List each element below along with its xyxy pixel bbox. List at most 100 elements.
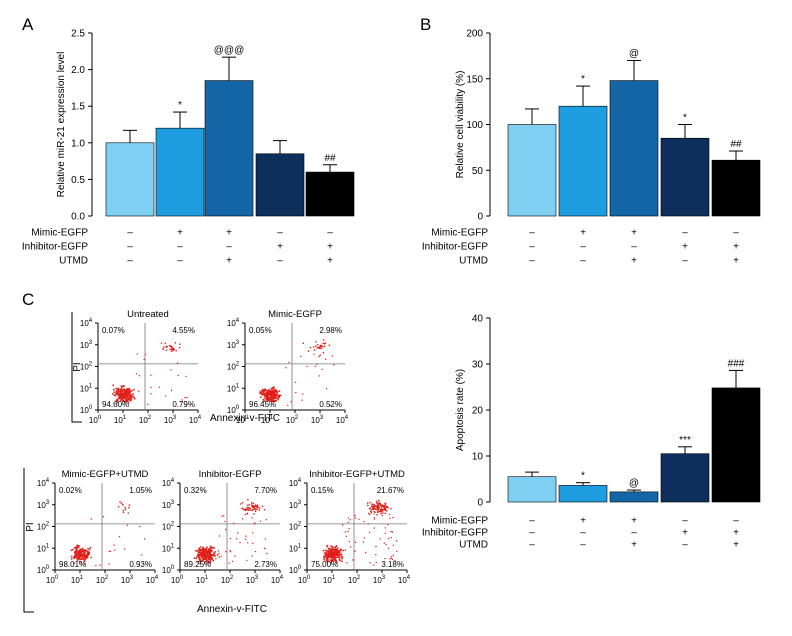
- flow-dot: [178, 347, 181, 349]
- flow-dot: [375, 561, 377, 564]
- flow-dot: [200, 560, 203, 562]
- flow-dot: [322, 342, 325, 345]
- flow-dot: [373, 504, 375, 507]
- flow-dot: [85, 557, 88, 559]
- flow-dot: [384, 532, 386, 534]
- condition-sign: –: [529, 540, 535, 551]
- flow-dot: [165, 349, 168, 351]
- flow-dot: [373, 564, 375, 566]
- flow-dot: [129, 391, 132, 393]
- condition-row-label: Inhibitor-EGFP: [22, 242, 88, 253]
- flow-dot: [255, 508, 257, 511]
- flow-y-tick-label: 100: [80, 405, 93, 415]
- flow-dot: [384, 502, 387, 505]
- flow-x-tick-exponent: 1: [270, 415, 274, 421]
- flow-dot: [320, 344, 323, 347]
- flow-dot: [387, 537, 390, 540]
- flow-dot: [270, 390, 273, 392]
- flow-plot: Mimic-EGFP100100101101102102103103104104…: [227, 309, 349, 425]
- flow-dot: [186, 396, 188, 399]
- flow-dot: [78, 546, 80, 548]
- flow-dot: [206, 546, 208, 549]
- flow-dot: [250, 501, 253, 504]
- flow-dot: [122, 394, 125, 396]
- flow-dot: [73, 556, 76, 558]
- flow-dot: [87, 547, 89, 550]
- flow-dot: [263, 508, 266, 511]
- flow-dot: [206, 555, 208, 558]
- flow-x-tick-exponent: 0: [307, 575, 311, 581]
- flow-dot: [199, 560, 202, 563]
- bar: [558, 485, 608, 503]
- flow-dot: [326, 545, 328, 548]
- flow-dot: [144, 353, 146, 355]
- flow-dot: [336, 549, 339, 552]
- flow-dot: [206, 559, 209, 562]
- flow-dot: [87, 554, 90, 556]
- flow-dot: [295, 392, 297, 394]
- flow-dot: [379, 538, 381, 540]
- flow-dot: [135, 373, 138, 375]
- flow-x-tick-label: 104: [336, 415, 349, 425]
- significance-mark: ##: [730, 139, 742, 150]
- flow-dot: [168, 344, 171, 347]
- flow-dot: [263, 400, 266, 402]
- flow-dot: [322, 549, 325, 552]
- flow-dot: [246, 559, 248, 562]
- flow-dot: [376, 504, 379, 507]
- flow-dot: [224, 528, 227, 531]
- flow-dot: [197, 554, 200, 557]
- flow-plot: Mimic-EGFP+UTMD1001001011011021021031031…: [37, 469, 159, 585]
- flow-dot: [210, 547, 213, 550]
- flow-dot: [122, 511, 125, 514]
- flow-dot: [278, 394, 281, 397]
- flow-dot: [391, 558, 394, 561]
- flow-dot: [128, 504, 131, 506]
- condition-sign: +: [631, 516, 637, 527]
- flow-dot: [75, 548, 78, 551]
- flow-y-tick-label: 103: [162, 500, 175, 510]
- flow-dot: [344, 531, 346, 533]
- flow-dot: [95, 564, 97, 567]
- flow-dot: [119, 501, 121, 503]
- flow-dot: [199, 558, 202, 561]
- flow-dot: [88, 548, 91, 551]
- flow-dot: [330, 561, 333, 564]
- flow-dot: [158, 386, 161, 388]
- flow-dot: [120, 390, 123, 392]
- flow-dot: [347, 530, 349, 533]
- flow-y-tick-label: 100: [37, 565, 50, 575]
- flow-dot: [231, 560, 234, 563]
- flow-dot: [323, 558, 326, 561]
- condition-sign: –: [529, 528, 535, 539]
- flow-dot: [377, 499, 380, 502]
- flow-dot: [366, 502, 369, 504]
- flow-plot-title: Mimic-EGFP+UTMD: [62, 469, 149, 480]
- flow-y-tick-label: 102: [162, 522, 175, 532]
- flow-dot: [334, 556, 337, 559]
- condition-sign: +: [327, 256, 333, 267]
- flow-dot: [322, 339, 325, 341]
- flow-dot: [278, 390, 281, 393]
- flow-dot: [241, 507, 243, 510]
- flow-dot: [228, 562, 230, 564]
- flow-y-tick-label: 104: [80, 318, 93, 328]
- flow-dot: [195, 557, 198, 560]
- flow-dot: [122, 384, 125, 387]
- flow-dot: [139, 525, 141, 528]
- bar: [609, 80, 659, 217]
- flow-dot: [211, 557, 214, 559]
- quadrant-percent: 94.60%: [102, 400, 129, 409]
- flow-dot: [370, 508, 373, 511]
- flow-dot: [376, 511, 379, 513]
- flow-dot: [326, 555, 329, 558]
- flow-dot: [337, 556, 340, 559]
- flow-dot: [373, 513, 375, 515]
- flow-y-tick-exponent: 2: [298, 522, 302, 528]
- flow-dot: [128, 396, 131, 399]
- flow-dot: [128, 389, 131, 392]
- flow-x-tick-exponent: 4: [155, 575, 159, 581]
- flow-dot: [89, 546, 92, 549]
- flow-dot: [200, 549, 203, 552]
- flow-dot: [252, 532, 254, 534]
